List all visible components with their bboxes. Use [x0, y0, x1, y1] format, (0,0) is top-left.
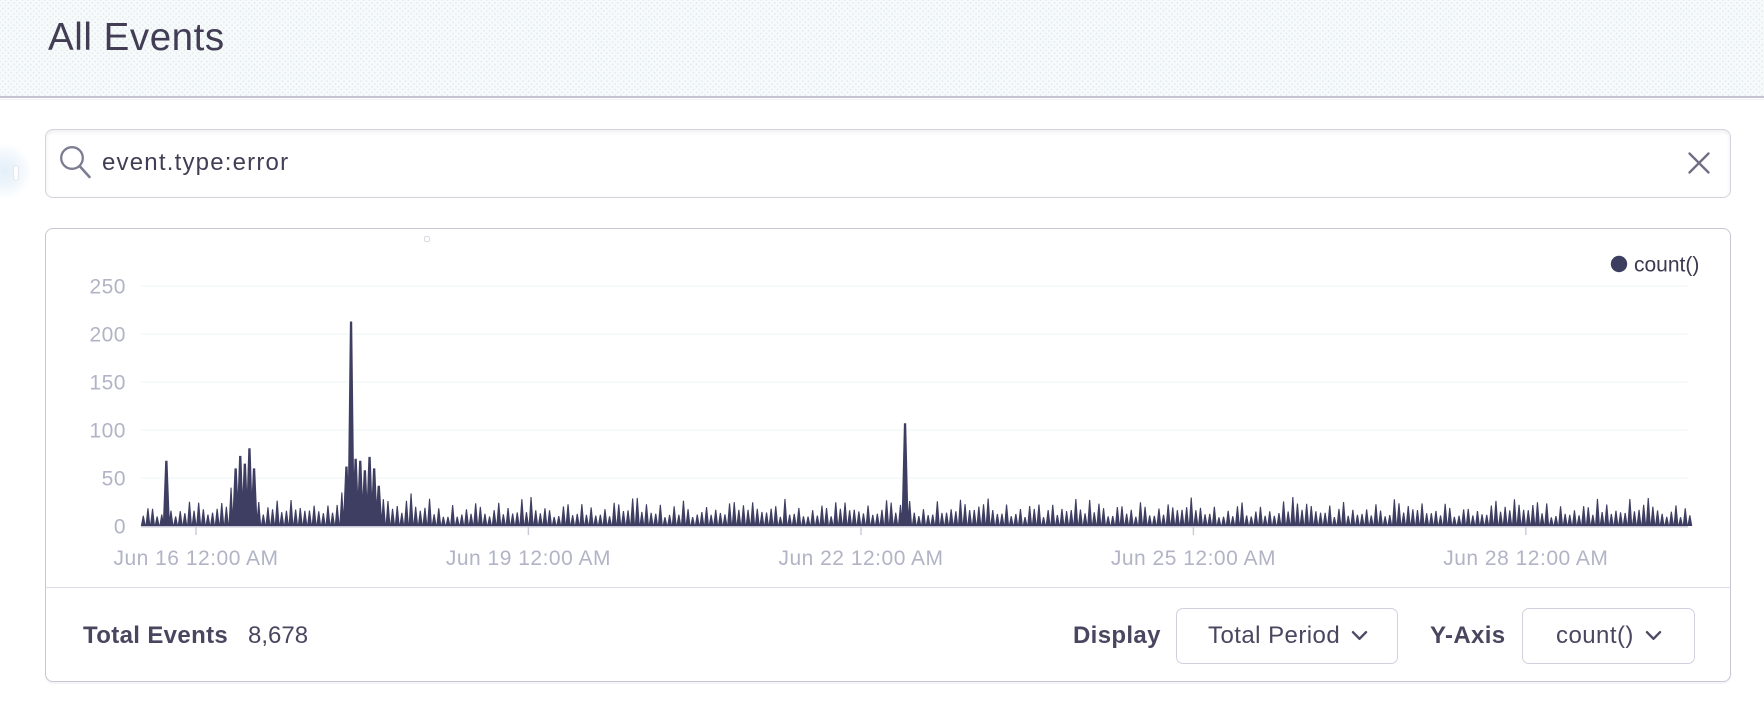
svg-text:100: 100: [89, 419, 126, 442]
svg-text:Jun 16 12:00 AM: Jun 16 12:00 AM: [113, 547, 278, 570]
svg-text:250: 250: [89, 275, 126, 298]
svg-text:Jun 19 12:00 AM: Jun 19 12:00 AM: [446, 547, 611, 570]
svg-text:count(): count(): [1634, 254, 1699, 277]
svg-text:50: 50: [102, 467, 126, 490]
svg-text:Jun 22 12:00 AM: Jun 22 12:00 AM: [778, 547, 943, 570]
svg-text:0: 0: [114, 515, 126, 538]
svg-text:Jun 25 12:00 AM: Jun 25 12:00 AM: [1111, 547, 1276, 570]
svg-text:150: 150: [89, 371, 126, 394]
svg-text:200: 200: [89, 323, 126, 346]
svg-text:Jun 28 12:00 AM: Jun 28 12:00 AM: [1443, 547, 1608, 570]
